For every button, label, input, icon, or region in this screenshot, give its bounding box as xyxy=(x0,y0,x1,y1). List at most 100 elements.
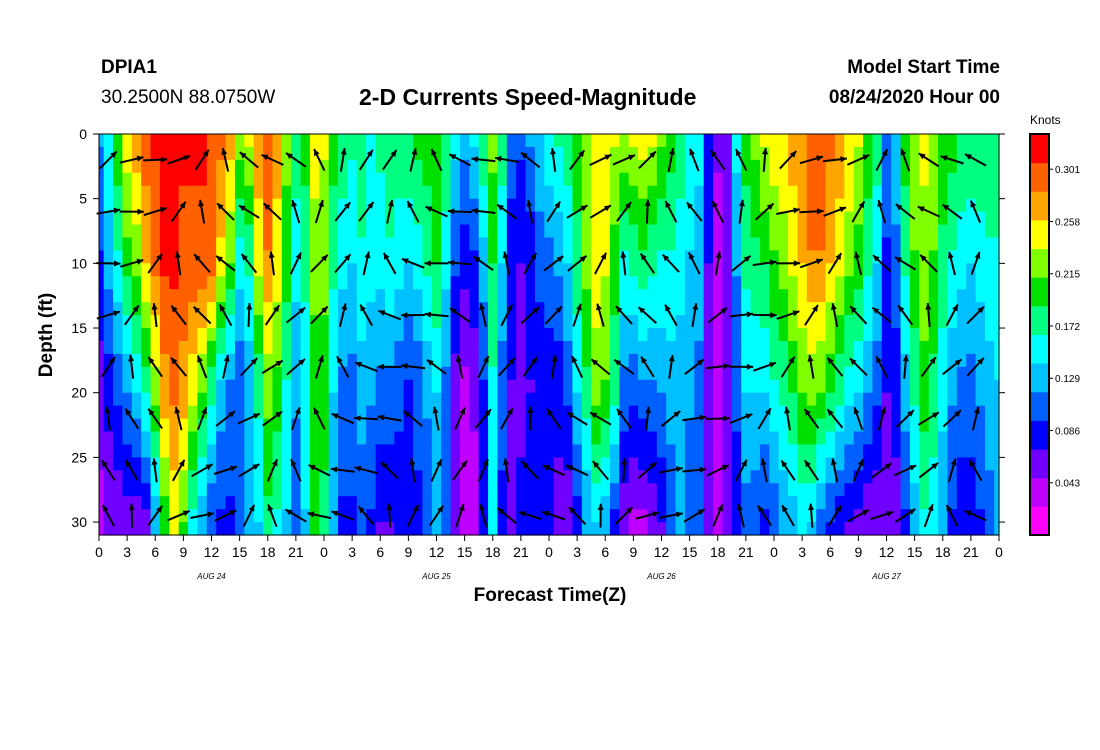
heat-cell xyxy=(188,263,199,277)
heat-cell xyxy=(497,250,508,264)
heat-cell xyxy=(216,172,227,187)
current-arrow xyxy=(285,152,307,168)
heat-cell xyxy=(675,392,686,407)
heat-cell xyxy=(900,211,911,226)
heat-cell xyxy=(206,302,217,316)
heat-cell xyxy=(394,237,405,252)
heat-cell xyxy=(459,340,470,355)
heat-cell xyxy=(975,379,986,394)
heat-cell xyxy=(459,250,470,264)
heat-cell xyxy=(413,159,424,174)
heat-cell xyxy=(375,302,386,316)
heat-cell xyxy=(103,172,114,187)
heat-cell xyxy=(628,224,639,239)
heat-cell xyxy=(619,211,630,226)
heat-cell xyxy=(159,328,170,342)
current-arrow xyxy=(964,153,987,167)
heat-cell xyxy=(609,418,620,433)
heat-cell xyxy=(366,405,377,420)
heat-cell xyxy=(253,522,264,536)
heat-cell xyxy=(863,276,874,290)
heat-cell xyxy=(113,289,124,303)
heat-cell xyxy=(609,483,620,497)
heat-cell xyxy=(516,353,527,368)
heat-cell xyxy=(422,431,433,446)
heat-cell xyxy=(375,237,386,252)
heat-cell xyxy=(872,522,883,536)
current-arrow xyxy=(214,509,237,522)
heat-cell xyxy=(338,340,349,355)
heat-cell xyxy=(853,366,864,381)
current-arrow xyxy=(430,458,443,482)
heat-cell xyxy=(553,328,564,342)
heat-cell xyxy=(778,496,789,510)
current-arrow xyxy=(804,304,819,326)
heat-cell xyxy=(928,146,939,161)
heat-cell xyxy=(216,522,227,536)
heat-cell xyxy=(544,276,555,290)
current-arrow xyxy=(550,354,558,379)
heat-cell xyxy=(516,431,527,446)
heat-cell xyxy=(347,405,358,420)
current-arrow xyxy=(521,460,540,480)
heat-cell xyxy=(816,444,827,458)
heat-cell xyxy=(806,328,817,342)
heat-cell xyxy=(834,302,845,316)
heat-cell xyxy=(788,289,799,303)
heat-cell xyxy=(178,353,189,368)
heat-cell xyxy=(356,392,367,407)
heat-cell xyxy=(928,366,939,381)
current-arrow xyxy=(919,254,938,273)
heat-cell xyxy=(347,172,358,187)
heat-cell xyxy=(966,211,977,226)
heat-cell xyxy=(891,392,902,407)
heat-cell xyxy=(188,457,199,471)
heat-cell xyxy=(919,263,930,277)
heat-cell xyxy=(234,496,245,510)
current-arrow xyxy=(96,207,121,215)
heat-cell xyxy=(984,444,995,458)
heat-cell xyxy=(956,340,967,355)
heat-cell xyxy=(553,263,564,277)
heat-cell xyxy=(131,237,142,252)
current-arrow xyxy=(215,255,236,272)
heat-cell xyxy=(909,509,920,523)
heat-cell xyxy=(338,315,349,329)
heat-cell xyxy=(441,159,452,174)
heat-cell xyxy=(947,340,958,355)
current-arrow xyxy=(738,199,745,224)
heat-cell xyxy=(244,172,255,187)
heat-cell xyxy=(188,237,199,252)
heat-cell xyxy=(741,431,752,446)
current-arrow xyxy=(290,458,302,482)
heat-cell xyxy=(844,392,855,407)
heat-cell xyxy=(197,276,208,290)
heat-cell xyxy=(938,379,949,394)
heat-cell xyxy=(188,289,199,303)
heat-cell xyxy=(506,198,517,213)
heat-cell xyxy=(384,328,395,342)
current-arrow xyxy=(691,303,699,328)
current-arrow xyxy=(612,154,636,166)
heat-cell xyxy=(366,276,377,290)
heat-cell xyxy=(356,263,367,277)
heat-cell xyxy=(159,237,170,252)
current-arrow xyxy=(589,204,612,219)
heat-cell xyxy=(731,237,742,252)
heat-cell xyxy=(788,237,799,252)
heat-cell xyxy=(403,315,414,329)
heat-cell xyxy=(713,392,724,407)
heat-cell xyxy=(619,353,630,368)
heat-cell xyxy=(694,470,705,484)
heat-cell xyxy=(394,496,405,510)
current-arrow xyxy=(167,509,191,522)
heat-cell xyxy=(169,250,180,264)
heat-cell xyxy=(488,522,499,536)
heat-cell xyxy=(853,392,864,407)
heat-cell xyxy=(966,224,977,239)
heat-cell xyxy=(881,522,892,536)
heat-cell xyxy=(600,483,611,497)
heat-cell xyxy=(750,302,761,316)
heat-cell xyxy=(291,276,302,290)
heat-cell xyxy=(328,418,339,433)
